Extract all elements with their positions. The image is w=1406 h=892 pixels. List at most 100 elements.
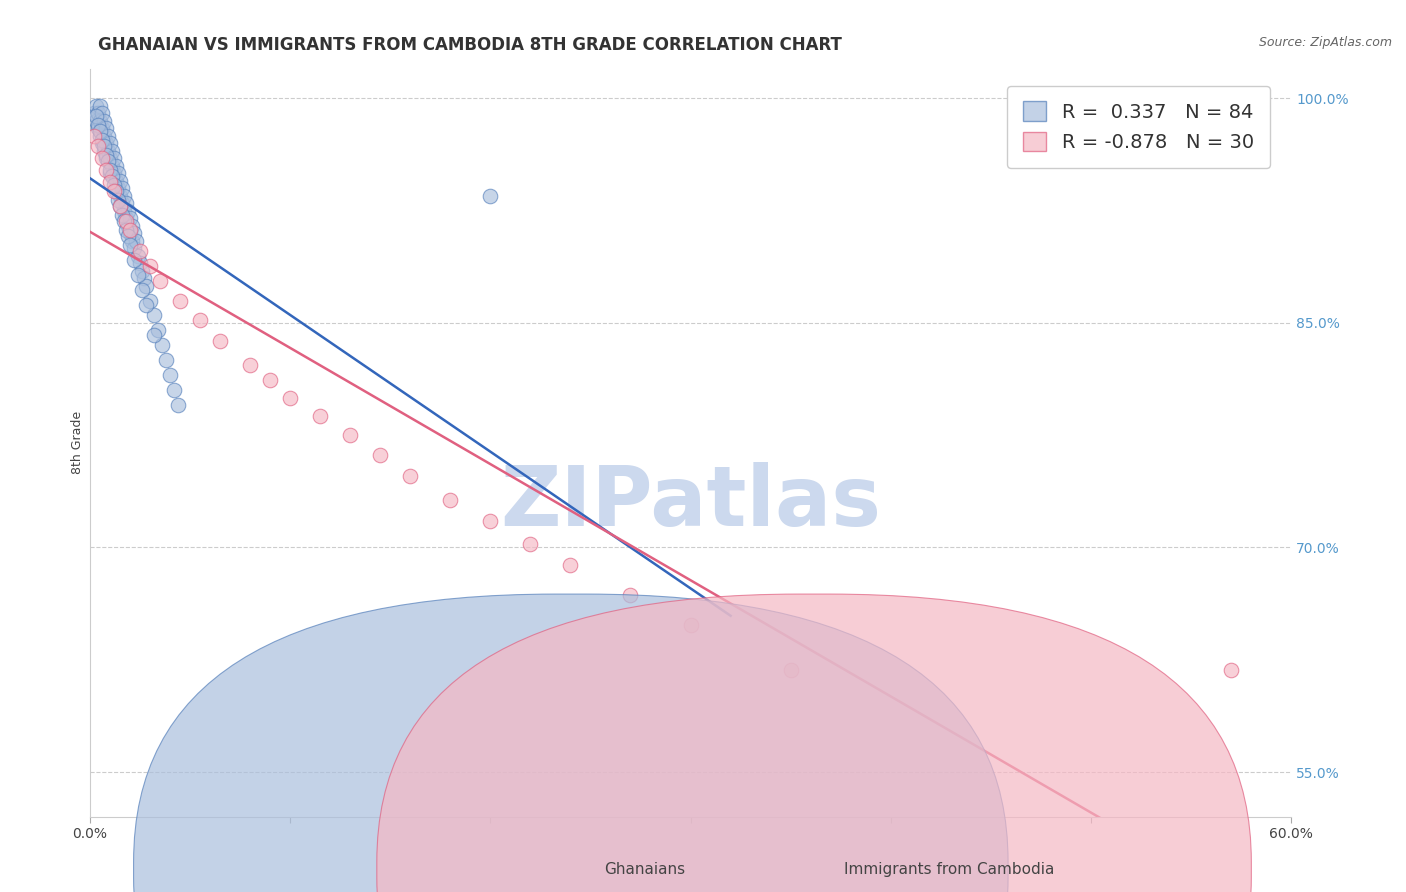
Point xyxy=(159,368,181,383)
Point xyxy=(125,234,148,248)
Text: GHANAIAN VS IMMIGRANTS FROM CAMBODIA 8TH GRADE CORRELATION CHART: GHANAIAN VS IMMIGRANTS FROM CAMBODIA 8TH… xyxy=(98,36,842,54)
Point xyxy=(104,184,127,198)
Point xyxy=(93,128,115,143)
Point xyxy=(107,181,129,195)
Point xyxy=(108,174,131,188)
Point xyxy=(142,309,165,323)
Point xyxy=(127,268,149,282)
Point xyxy=(90,151,112,165)
Point xyxy=(679,618,702,632)
Point xyxy=(93,114,115,128)
Point xyxy=(103,178,125,193)
Point xyxy=(479,188,502,202)
Point xyxy=(107,193,129,207)
Point xyxy=(146,323,169,337)
Point xyxy=(104,174,127,188)
Point xyxy=(89,128,111,143)
Point xyxy=(101,144,124,158)
Point xyxy=(104,159,127,173)
Point xyxy=(103,166,125,180)
Point xyxy=(278,391,301,405)
Point xyxy=(167,398,190,412)
Point xyxy=(103,151,125,165)
Point xyxy=(83,128,105,143)
Point xyxy=(108,199,131,213)
Point xyxy=(94,136,117,151)
Point xyxy=(115,223,138,237)
Point xyxy=(117,203,139,218)
Point xyxy=(90,133,112,147)
Point xyxy=(439,492,461,507)
Point xyxy=(115,196,138,211)
Point xyxy=(103,184,125,198)
Point xyxy=(89,124,111,138)
Point xyxy=(128,256,150,270)
Point xyxy=(122,253,145,268)
Point xyxy=(118,226,141,240)
Point xyxy=(94,151,117,165)
Point xyxy=(1220,663,1243,677)
Point xyxy=(98,166,121,180)
Point xyxy=(117,229,139,244)
Point xyxy=(399,468,422,483)
Point xyxy=(118,223,141,237)
Point xyxy=(90,106,112,120)
Point xyxy=(84,114,107,128)
Point xyxy=(150,338,173,352)
Point xyxy=(309,409,332,423)
Point xyxy=(115,211,138,226)
Point xyxy=(94,148,117,162)
Point xyxy=(131,263,153,277)
Point xyxy=(142,327,165,342)
Point xyxy=(84,99,107,113)
Point xyxy=(111,208,134,222)
Point xyxy=(149,274,172,288)
Point xyxy=(98,136,121,151)
Point xyxy=(132,271,155,285)
Point xyxy=(188,313,211,327)
Point xyxy=(208,334,231,348)
Point xyxy=(519,537,541,551)
Point xyxy=(97,128,120,143)
Point xyxy=(112,188,135,202)
Point xyxy=(94,163,117,178)
Point xyxy=(169,293,191,308)
Point xyxy=(118,238,141,252)
Point xyxy=(90,136,112,151)
Point xyxy=(163,384,186,398)
Point xyxy=(339,428,361,442)
Point xyxy=(619,588,641,602)
Point xyxy=(98,175,121,189)
Point xyxy=(87,121,110,136)
Point xyxy=(108,199,131,213)
Point xyxy=(128,244,150,259)
Point xyxy=(93,144,115,158)
Point xyxy=(93,139,115,153)
Point xyxy=(127,249,149,263)
Point xyxy=(101,159,124,173)
Point xyxy=(111,181,134,195)
Point xyxy=(135,298,157,312)
Point xyxy=(117,219,139,233)
Y-axis label: 8th Grade: 8th Grade xyxy=(72,411,84,475)
Point xyxy=(122,226,145,240)
Point xyxy=(108,188,131,202)
Text: Source: ZipAtlas.com: Source: ZipAtlas.com xyxy=(1258,36,1392,49)
Point xyxy=(89,114,111,128)
Point xyxy=(121,219,143,233)
Point xyxy=(479,514,502,528)
Point xyxy=(101,169,124,184)
Point xyxy=(87,119,110,133)
Point xyxy=(98,151,121,165)
Point xyxy=(139,259,162,273)
Point xyxy=(131,283,153,297)
Text: Ghanaians: Ghanaians xyxy=(605,863,686,877)
Point xyxy=(135,278,157,293)
Point xyxy=(98,163,121,178)
Text: ZIPatlas: ZIPatlas xyxy=(501,462,882,543)
Point xyxy=(111,196,134,211)
Point xyxy=(560,558,582,573)
Point xyxy=(83,106,105,120)
Point xyxy=(259,373,281,387)
Point xyxy=(84,110,107,124)
